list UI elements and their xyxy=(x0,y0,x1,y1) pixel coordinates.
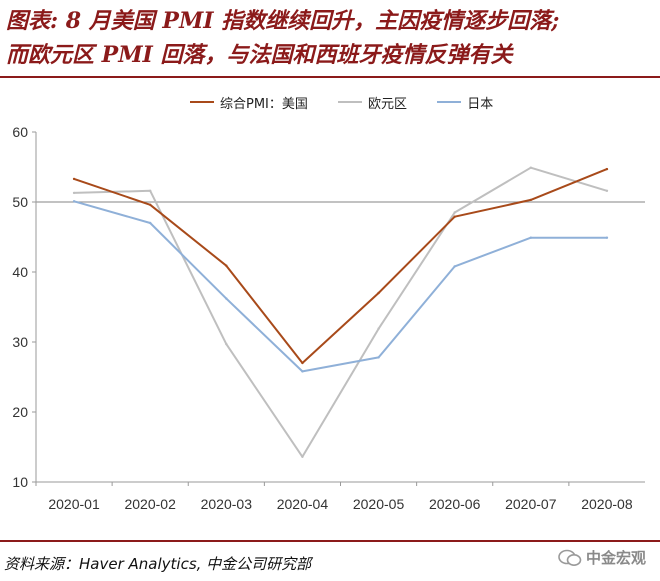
x-tick-label: 2020-07 xyxy=(505,496,557,512)
x-tick-label: 2020-05 xyxy=(353,496,405,512)
data-point-us xyxy=(301,361,304,365)
watermark-text: 中金宏观 xyxy=(585,549,646,567)
chart-title: 图表: 8 月美国 PMI 指数继续回升，主因疫情逐步回落; 而欧元区 PMI … xyxy=(6,4,654,72)
legend-label-eu: 欧元区 xyxy=(368,96,408,112)
series-line-us xyxy=(73,168,608,364)
data-point-jp xyxy=(529,236,533,239)
data-point-jp xyxy=(225,297,228,300)
data-point-jp xyxy=(301,370,304,373)
legend-item-jp: 日本 xyxy=(437,93,493,112)
data-point-us xyxy=(529,198,533,202)
y-tick-label: 20 xyxy=(12,404,28,420)
wechat-icon xyxy=(558,549,582,566)
data-point-eu xyxy=(529,166,533,169)
data-point-eu xyxy=(605,189,609,192)
data-point-eu xyxy=(453,211,456,214)
data-point-eu xyxy=(301,455,304,458)
x-tick-label: 2020-06 xyxy=(429,496,481,512)
x-tick-label: 2020-08 xyxy=(581,496,633,512)
legend-item-us: 综合PMI：美国 xyxy=(190,93,308,112)
x-tick-label: 2020-04 xyxy=(277,496,329,512)
legend-swatch-eu xyxy=(338,101,363,103)
series-line-jp xyxy=(73,200,608,373)
x-tick-label: 2020-01 xyxy=(48,496,100,512)
data-point-eu xyxy=(148,189,152,192)
source-note: 资料来源：Haver Analytics, 中金公司研究部 xyxy=(4,555,312,573)
legend-swatch-jp xyxy=(437,101,462,103)
x-tick-label: 2020-03 xyxy=(201,496,253,512)
y-tick-label: 50 xyxy=(12,194,28,210)
data-point-jp xyxy=(72,200,76,203)
footer-divider xyxy=(0,540,660,542)
data-point-eu xyxy=(225,342,228,346)
data-point-jp xyxy=(605,236,609,239)
y-tick-label: 40 xyxy=(12,264,28,280)
data-point-us xyxy=(377,291,380,295)
chart-legend: 综合PMI：美国 欧元区 日本 xyxy=(190,92,519,112)
data-point-us xyxy=(225,264,228,267)
legend-item-eu: 欧元区 xyxy=(338,93,407,112)
data-point-us xyxy=(605,167,609,171)
data-point-us xyxy=(148,203,152,206)
y-tick-label: 60 xyxy=(12,124,28,140)
x-tick-label: 2020-02 xyxy=(124,496,176,512)
legend-swatch-us xyxy=(190,101,214,103)
y-tick-label: 30 xyxy=(12,334,28,350)
data-point-eu xyxy=(72,191,76,195)
legend-label-us: 综合PMI：美国 xyxy=(220,96,308,112)
data-point-jp xyxy=(453,265,456,268)
data-point-jp xyxy=(148,221,152,225)
data-point-eu xyxy=(377,327,380,330)
title-line-2: 而欧元区 PMI 回落，与法国和西班牙疫情反弹有关 xyxy=(6,42,513,68)
watermark: 中金宏观 xyxy=(558,547,646,568)
legend-label-jp: 日本 xyxy=(467,96,494,112)
title-line-1: 图表: 8 月美国 PMI 指数继续回升，主因疫情逐步回落; xyxy=(6,8,560,34)
title-divider xyxy=(0,76,660,78)
data-point-us xyxy=(453,215,456,218)
data-point-us xyxy=(72,177,76,181)
y-tick-label: 10 xyxy=(12,474,28,490)
series-line-eu xyxy=(73,166,608,458)
data-point-jp xyxy=(377,356,380,359)
